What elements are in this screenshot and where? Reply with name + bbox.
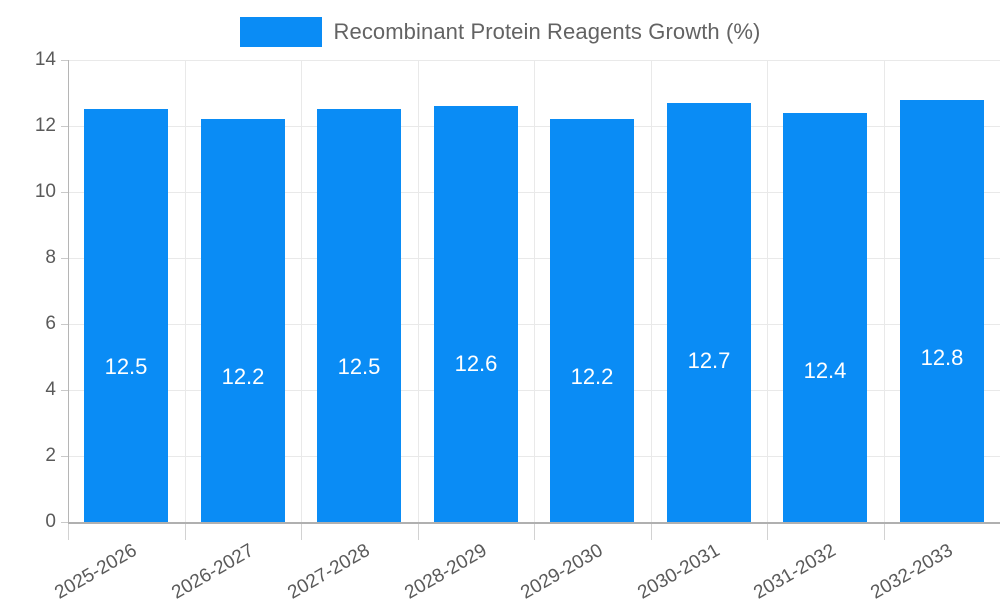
gridline-vertical <box>884 60 885 522</box>
x-axis-tick-mark <box>651 524 652 540</box>
y-axis-tick-mark <box>61 324 68 325</box>
y-axis-tick-label: 6 <box>45 313 56 334</box>
x-axis-tick-mark <box>301 524 302 540</box>
y-axis-tick-mark <box>61 60 68 61</box>
x-axis-line <box>68 522 1000 524</box>
y-axis-tick-mark <box>61 192 68 193</box>
x-axis-tick-mark <box>418 524 419 540</box>
gridline-vertical <box>767 60 768 522</box>
bar-value-label: 12.2 <box>221 364 265 389</box>
bar-value-label: 12.2 <box>570 364 614 389</box>
bar-value-label: 12.5 <box>104 354 148 379</box>
y-axis-tick-label: 2 <box>45 445 56 466</box>
y-axis-tick-label: 12 <box>34 115 56 136</box>
y-axis-tick-label: 4 <box>45 379 56 400</box>
bar-value-label: 12.4 <box>803 358 847 383</box>
bar[interactable]: 12.5 <box>84 109 168 522</box>
chart-legend: Recombinant Protein Reagents Growth (%) <box>0 12 1000 52</box>
y-axis-tick-label: 14 <box>34 49 56 70</box>
bar[interactable]: 12.6 <box>434 106 518 522</box>
plot-area: 12.5 12.2 12.5 12.6 12.2 12.7 12.4 12.8 <box>68 60 1000 523</box>
y-axis-tick-mark <box>61 390 68 391</box>
gridline-vertical <box>651 60 652 522</box>
y-axis-tick-mark <box>61 456 68 457</box>
x-axis-tick-label: 2025-2026 <box>51 540 141 600</box>
bar-value-label: 12.5 <box>337 354 381 379</box>
gridline-vertical <box>534 60 535 522</box>
bar[interactable]: 12.2 <box>550 119 634 522</box>
y-axis-tick-mark <box>61 258 68 259</box>
bar-value-label: 12.7 <box>687 348 731 373</box>
bar[interactable]: 12.7 <box>667 103 751 522</box>
y-axis-tick-label: 10 <box>34 181 56 202</box>
bar[interactable]: 12.4 <box>783 113 867 522</box>
x-axis-tick-mark <box>68 524 69 540</box>
bar[interactable]: 12.2 <box>201 119 285 522</box>
bar[interactable]: 12.8 <box>900 100 984 522</box>
gridline-vertical <box>301 60 302 522</box>
y-axis-tick-mark <box>61 522 68 523</box>
legend-item-recombinant-protein-reagents-growth[interactable]: Recombinant Protein Reagents Growth (%) <box>239 17 761 47</box>
bar[interactable]: 12.5 <box>317 109 401 522</box>
y-axis-tick-label: 0 <box>45 511 56 532</box>
legend-color-swatch-icon <box>239 17 322 47</box>
legend-item-label: Recombinant Protein Reagents Growth (%) <box>333 19 761 44</box>
x-axis-tick-mark <box>767 524 768 540</box>
x-axis-tick-mark <box>534 524 535 540</box>
y-axis-tick-label: 8 <box>45 247 56 268</box>
x-axis-tick-mark <box>185 524 186 540</box>
y-axis-line <box>68 60 69 523</box>
y-axis-tick-mark <box>61 126 68 127</box>
gridline-vertical <box>418 60 419 522</box>
gridline-vertical <box>185 60 186 522</box>
x-axis-tick-mark <box>884 524 885 540</box>
bar-value-label: 12.6 <box>454 351 498 376</box>
bar-value-label: 12.8 <box>920 345 964 370</box>
